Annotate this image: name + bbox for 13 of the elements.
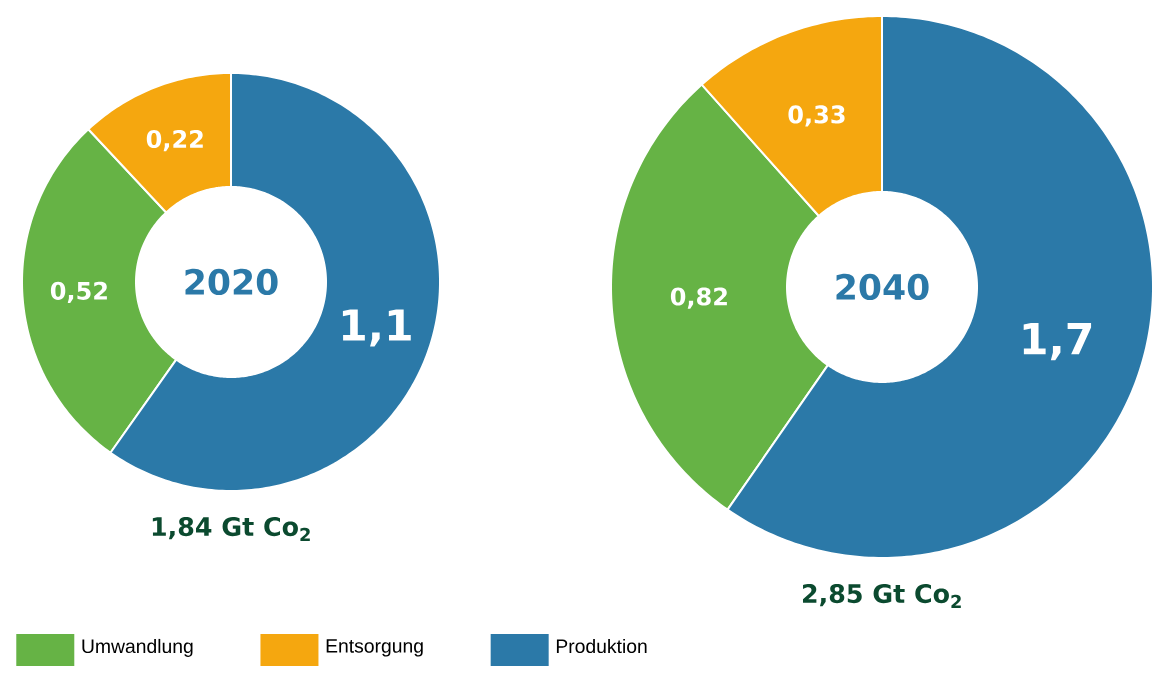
data-label: 0,82 [670,287,727,309]
data-label: 0,52 [50,281,107,303]
data-label: 1,1 [342,309,411,347]
legend-label: Entsorgung [326,639,423,657]
text: 2020 [185,268,278,296]
legend-label: Produktion [556,638,647,654]
data-label: 0,33 [788,105,845,127]
text: 1,84 Gt Co$_{2}$ [152,516,310,541]
data-label: 0,22 [146,129,203,152]
text: 2,85 Gt Co$_{2}$ [802,583,961,608]
text: 2040 [836,273,929,301]
legend-label: Umwandlung [82,638,193,657]
data-label: 1,7 [1023,323,1092,361]
